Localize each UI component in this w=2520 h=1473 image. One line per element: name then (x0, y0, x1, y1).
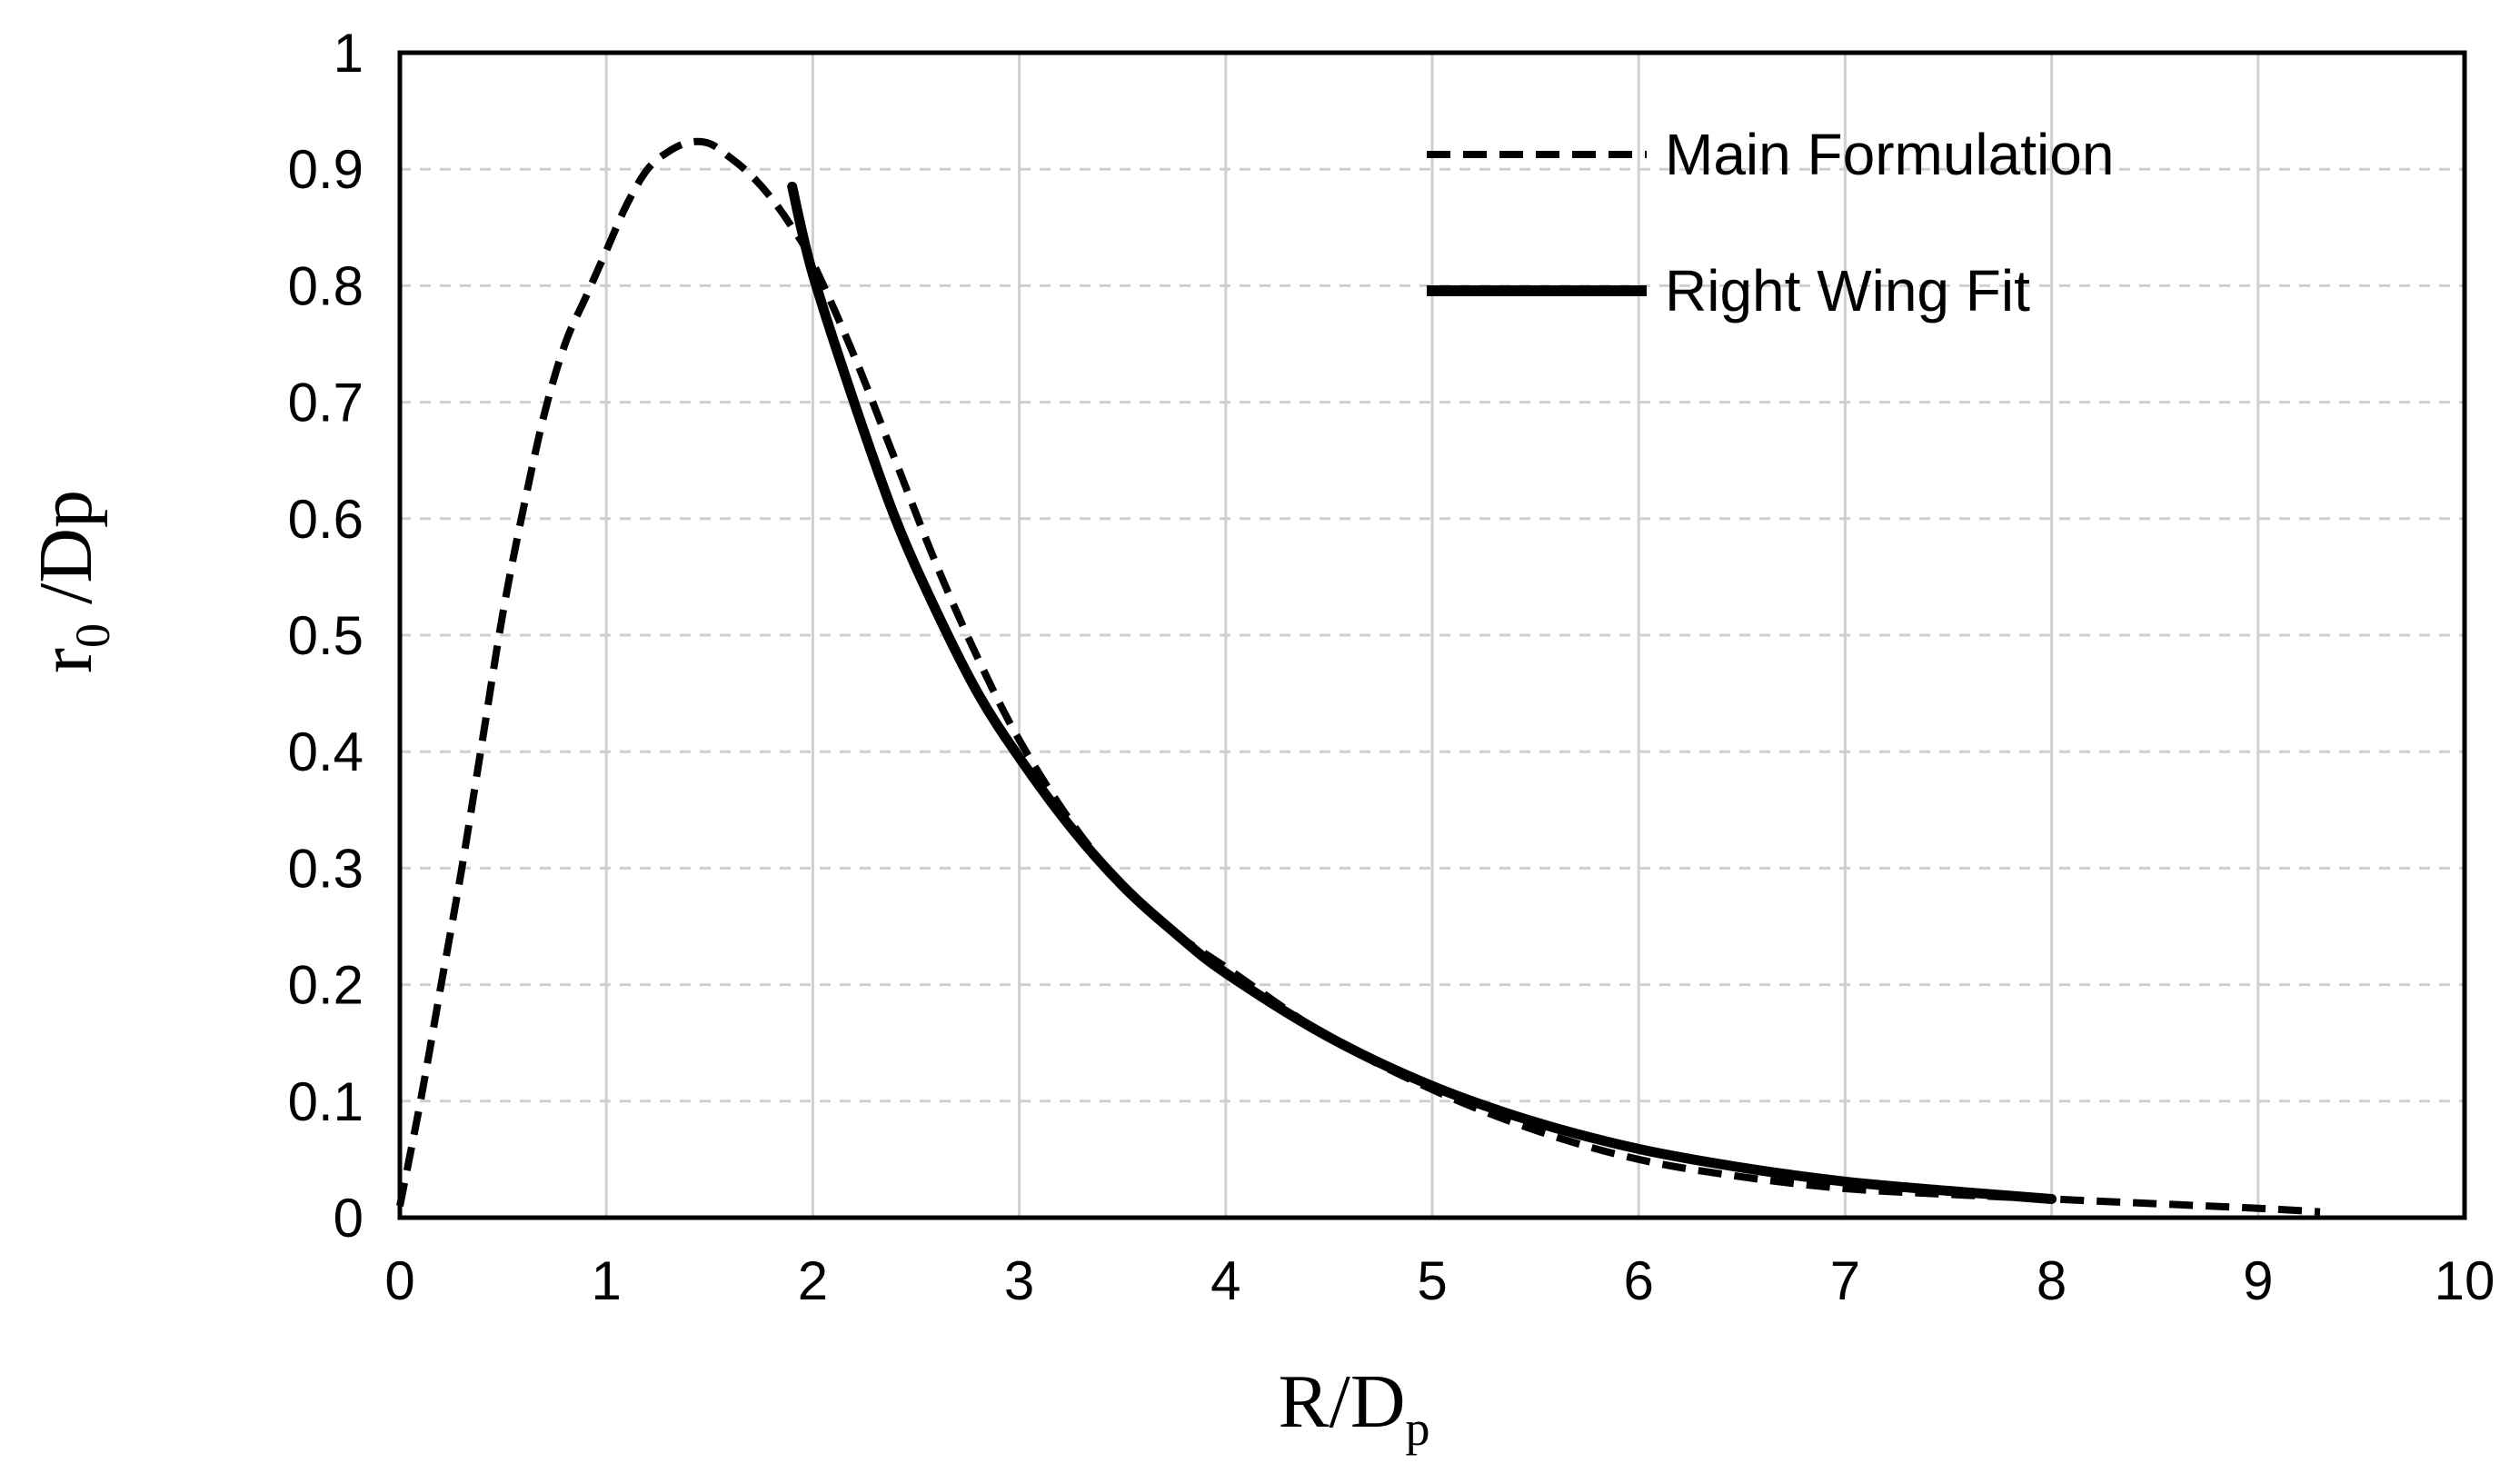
y-tick-label: 0.6 (288, 489, 364, 550)
x-tick-label: 4 (1210, 1250, 1240, 1311)
series-layer (396, 137, 2321, 1216)
plot-frame (397, 50, 2467, 1220)
y-tick-label: 0.3 (288, 838, 364, 899)
legend: Main Formulation Right Wing Fit (1427, 122, 2114, 323)
x-tick-label: 1 (592, 1250, 622, 1311)
x-tick-labels: 0 1 2 3 4 5 6 7 8 9 10 (384, 1250, 2495, 1311)
x-tick-label: 9 (2243, 1250, 2273, 1311)
y-axis-title: r0 /Dp (24, 490, 120, 673)
y-tick-label: 0 (334, 1188, 364, 1249)
y-tick-label: 0.2 (288, 955, 364, 1016)
x-tick-label: 3 (1004, 1250, 1034, 1311)
x-tick-label: 5 (1417, 1250, 1447, 1311)
legend-label-right-wing-fit: Right Wing Fit (1665, 258, 2030, 323)
x-tick-label: 2 (798, 1250, 828, 1311)
series-line-right-wing-fit (787, 181, 2057, 1204)
grid-lines (400, 53, 2465, 1218)
y-tick-label: 0.8 (288, 255, 364, 316)
y-tick-label: 0.1 (288, 1071, 364, 1132)
y-tick-label: 0.7 (288, 373, 364, 433)
y-tick-labels: 0 0.1 0.2 0.3 0.4 0.5 0.6 0.7 0.8 0.9 1 (288, 23, 364, 1249)
x-tick-label: 0 (384, 1250, 414, 1311)
x-tick-label: 7 (1830, 1250, 1860, 1311)
legend-label-main-formulation: Main Formulation (1665, 122, 2114, 187)
y-tick-label: 0.4 (288, 722, 364, 782)
series-line-main-formulation (396, 137, 2321, 1216)
y-tick-label: 0.5 (288, 605, 364, 666)
x-tick-label: 6 (1624, 1250, 1654, 1311)
x-axis-title: R/Dp (1278, 1359, 1429, 1456)
x-tick-label: 8 (2037, 1250, 2067, 1311)
y-tick-label: 1 (334, 23, 364, 84)
x-tick-label: 10 (2435, 1250, 2495, 1311)
y-tick-label: 0.9 (288, 139, 364, 200)
